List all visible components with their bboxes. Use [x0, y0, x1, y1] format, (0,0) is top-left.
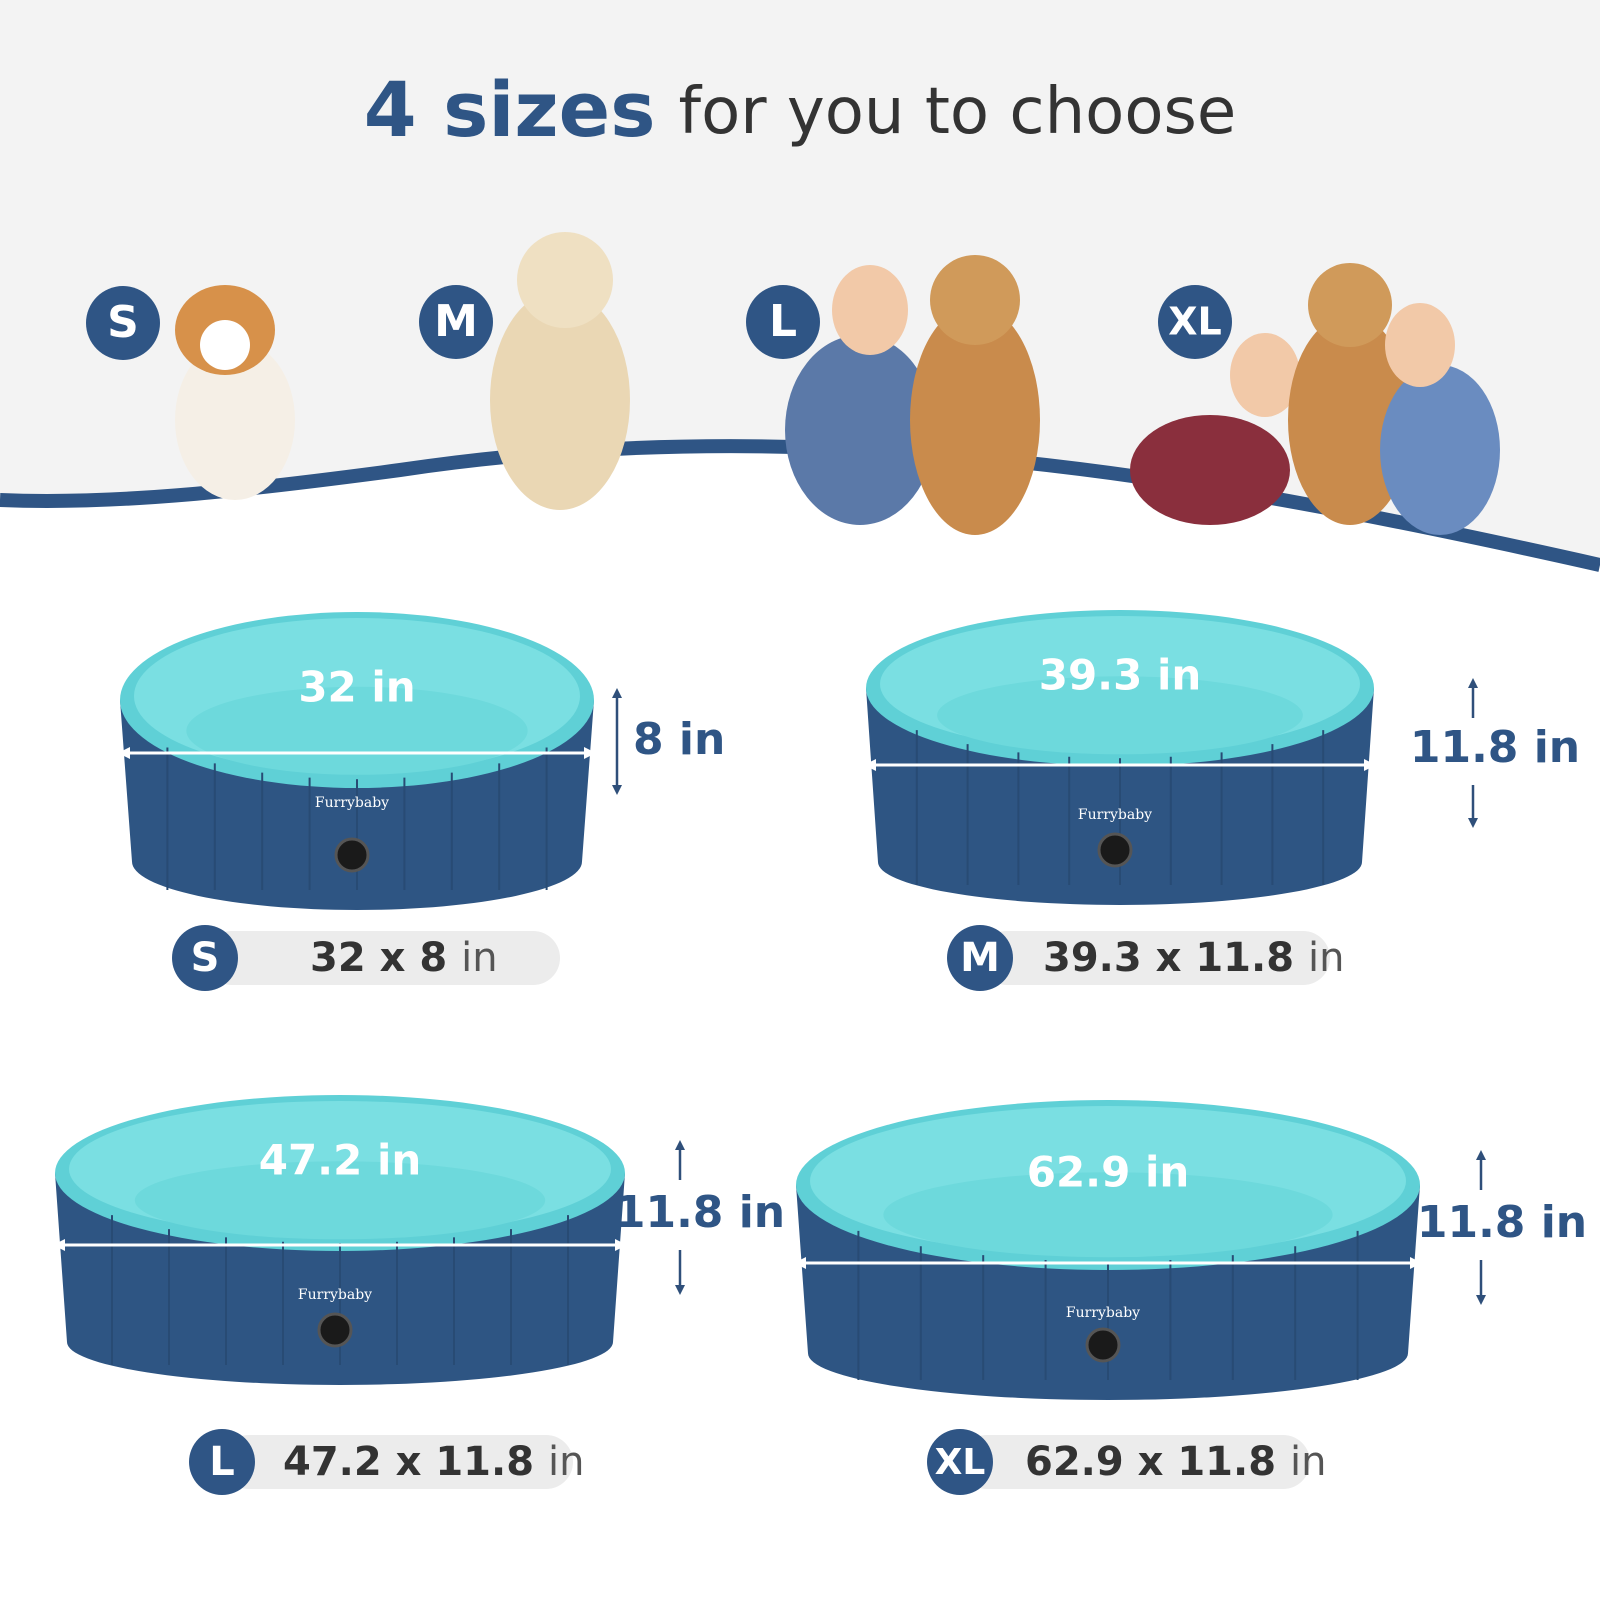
size-badge [947, 925, 1013, 991]
pool-height: 11.8 in [1417, 1197, 1587, 1248]
dog-illustration [175, 232, 630, 510]
pool-floor [883, 1172, 1333, 1258]
size-badge-label: S [191, 935, 220, 981]
pool-height: 11.8 in [615, 1187, 785, 1238]
spec-text: 62.9 x 11.8 in [1025, 1439, 1327, 1485]
pool-brand: Furrybaby [315, 795, 389, 811]
pool-height: 11.8 in [1410, 722, 1580, 773]
size-badge [419, 285, 493, 359]
pool-diameter: 62.9 in [1027, 1148, 1190, 1197]
size-badge-label: M [960, 935, 1000, 981]
title: 4 sizes for you to choose [364, 65, 1236, 154]
spec-pill [222, 1435, 573, 1489]
drain-plug [1097, 832, 1133, 868]
size-badge-label: S [107, 297, 139, 348]
size-badge [1158, 285, 1232, 359]
pool-height: 8 in [633, 714, 725, 765]
spec-unit: in [548, 1439, 584, 1485]
size-badge [189, 1429, 255, 1495]
spec-unit: in [1290, 1439, 1326, 1485]
spec-unit: in [1308, 935, 1344, 981]
pool-diameter: 39.3 in [1039, 651, 1202, 700]
spec-pill [960, 1435, 1310, 1489]
pool-diameter: 32 in [298, 663, 415, 712]
spec-size: 62.9 x 11.8 [1025, 1439, 1276, 1485]
title-rest: for you to choose [679, 75, 1237, 149]
child-dog-illustration [785, 255, 1500, 535]
spec-text: 32 x 8 in [310, 935, 498, 981]
size-badge-label: M [434, 296, 478, 347]
size-badge-label: L [769, 296, 797, 347]
size-badge-label: XL [1168, 300, 1222, 344]
size-badge-label: XL [935, 1442, 986, 1483]
drain-plug [1085, 1327, 1121, 1363]
spec-size: 32 x 8 [310, 935, 447, 981]
pool-brand: Furrybaby [1066, 1305, 1140, 1321]
spec-size: 39.3 x 11.8 [1043, 935, 1294, 981]
pool-floor [134, 1161, 546, 1240]
pool-floor [937, 676, 1303, 755]
size-badge [927, 1429, 993, 1495]
drain-plug [317, 1312, 353, 1348]
drain-plug [334, 837, 370, 873]
title-bold: 4 sizes [364, 65, 656, 154]
pool-brand: Furrybaby [298, 1287, 372, 1303]
spec-pill [205, 931, 560, 985]
spec-size: 47.2 x 11.8 [283, 1439, 534, 1485]
pool-diameter: 47.2 in [259, 1136, 422, 1185]
spec-pill [980, 931, 1330, 985]
pool-brand: Furrybaby [1078, 807, 1152, 823]
size-badge [746, 285, 820, 359]
spec-text: 39.3 x 11.8 in [1043, 935, 1345, 981]
size-badge [86, 286, 160, 360]
spec-text: 47.2 x 11.8 in [283, 1439, 585, 1485]
size-badge-label: L [209, 1439, 235, 1485]
size-badge [172, 925, 238, 991]
spec-unit: in [461, 935, 497, 981]
